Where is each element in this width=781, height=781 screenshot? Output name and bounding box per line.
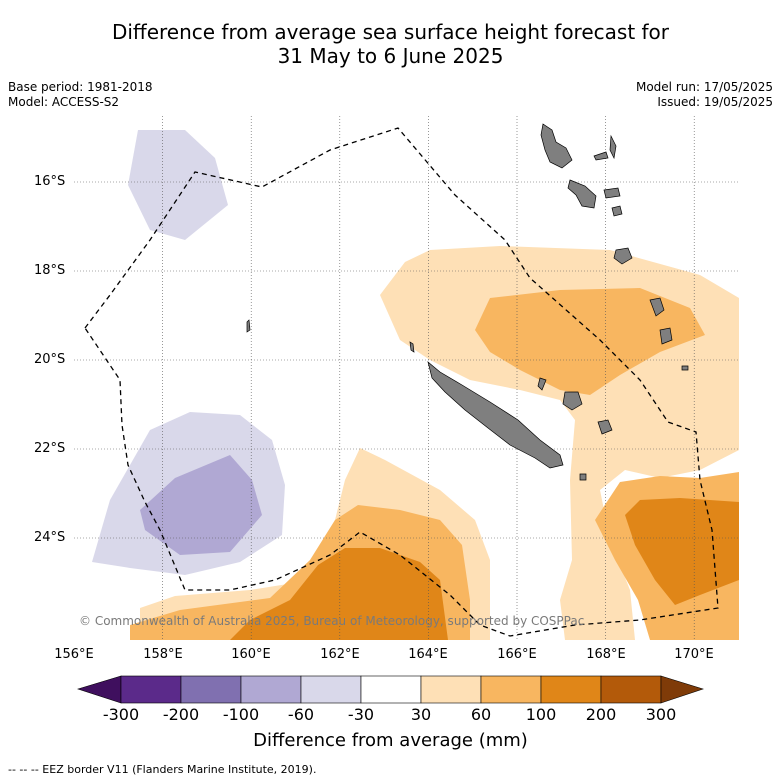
colorbar-tick: 100 bbox=[525, 705, 557, 724]
colorbar-tick: 200 bbox=[585, 705, 617, 724]
lat-label-16s: 16°S bbox=[34, 174, 66, 189]
colorbar-bin-100-200 bbox=[540, 675, 602, 704]
colorbar-tick: 300 bbox=[645, 705, 677, 724]
chart-title: Difference from average sea surface heig… bbox=[0, 20, 781, 68]
vanuatu-erromango bbox=[649, 297, 665, 317]
loyalty-lifou bbox=[562, 391, 583, 411]
lon-label-156e: 156°E bbox=[54, 647, 94, 662]
contour-pos-100-east bbox=[625, 498, 739, 605]
colorbar-tick: -60 bbox=[287, 705, 315, 724]
belep-islet bbox=[409, 341, 415, 353]
colorbar-tick: -200 bbox=[162, 705, 200, 724]
lon-label-166e: 166°E bbox=[497, 647, 537, 662]
vanuatu-ambae bbox=[593, 151, 609, 161]
colorbar-bin-neg100-neg60 bbox=[240, 675, 302, 704]
contour-neg-30-north bbox=[128, 130, 228, 240]
copyright-notice: © Commonwealth of Australia 2025, Bureau… bbox=[79, 614, 585, 628]
colorbar-tick: 60 bbox=[470, 705, 492, 724]
title-line-2: 31 May to 6 June 2025 bbox=[277, 44, 504, 68]
lat-label-20s: 20°S bbox=[34, 352, 66, 367]
colorbar bbox=[76, 675, 704, 704]
new-caledonia-island bbox=[427, 361, 564, 469]
vanuatu-tanna bbox=[659, 327, 673, 345]
vanuatu-pentecost bbox=[609, 134, 617, 160]
loyalty-mare bbox=[597, 419, 613, 435]
colorbar-bin-200-300 bbox=[600, 675, 662, 704]
vanuatu-ambrym bbox=[603, 187, 621, 199]
land bbox=[246, 123, 689, 481]
vanuatu-espiritu-santo bbox=[540, 123, 573, 169]
colorbar-bin-neg60-neg30 bbox=[300, 675, 362, 704]
meta-left: Base period: 1981-2018 Model: ACCESS-S2 bbox=[8, 80, 153, 110]
chesterfield-islet bbox=[246, 319, 251, 333]
lat-label-24s: 24°S bbox=[34, 530, 66, 545]
colorbar-extend-high bbox=[660, 675, 704, 704]
colorbar-bin-60-100 bbox=[480, 675, 542, 704]
map-area bbox=[74, 116, 739, 640]
colorbar-bin-neg300-neg200 bbox=[120, 675, 182, 704]
vanuatu-aneityum bbox=[681, 365, 689, 371]
base-period: Base period: 1981-2018 bbox=[8, 80, 153, 94]
contour-pos-100-south bbox=[230, 548, 448, 640]
lon-label-162e: 162°E bbox=[320, 647, 360, 662]
lon-label-164e: 164°E bbox=[408, 647, 448, 662]
colorbar-tick: -300 bbox=[102, 705, 140, 724]
colorbar-bin-30-60 bbox=[420, 675, 482, 704]
eez-border bbox=[84, 127, 719, 637]
lon-label-158e: 158°E bbox=[143, 647, 183, 662]
colorbar-tick: -30 bbox=[347, 705, 375, 724]
vanuatu-efate bbox=[613, 247, 633, 265]
lon-label-160e: 160°E bbox=[231, 647, 271, 662]
colorbar-tick: 30 bbox=[410, 705, 432, 724]
colorbar-bin-neg200-neg100 bbox=[180, 675, 242, 704]
colorbar-label: Difference from average (mm) bbox=[253, 730, 528, 751]
gridlines bbox=[74, 116, 739, 640]
model-run: Model run: 17/05/2025 bbox=[635, 80, 773, 94]
model-name: Model: ACCESS-S2 bbox=[8, 95, 120, 109]
issued-date: Issued: 19/05/2025 bbox=[657, 95, 773, 109]
lat-label-22s: 22°S bbox=[34, 441, 66, 456]
lat-label-18s: 18°S bbox=[34, 263, 66, 278]
vanuatu-epi bbox=[611, 205, 623, 217]
colorbar-tick: -100 bbox=[222, 705, 260, 724]
eez-legend: -- -- -- EEZ border V11 (Flanders Marine… bbox=[8, 763, 317, 776]
vanuatu-malekula bbox=[567, 179, 597, 209]
contour-neg-60-southwest bbox=[140, 455, 262, 555]
lon-label-170e: 170°E bbox=[674, 647, 714, 662]
title-line-1: Difference from average sea surface heig… bbox=[111, 20, 670, 44]
lon-label-168e: 168°E bbox=[586, 647, 626, 662]
loyalty-ouvea bbox=[537, 377, 547, 391]
isle-of-pines bbox=[579, 473, 587, 481]
contour-pos-60-east-north bbox=[475, 288, 705, 395]
colorbar-extend-low bbox=[76, 675, 122, 704]
colorbar-bin-neg30-30 bbox=[360, 675, 422, 704]
meta-right: Model run: 17/05/2025 Issued: 19/05/2025 bbox=[636, 80, 773, 110]
